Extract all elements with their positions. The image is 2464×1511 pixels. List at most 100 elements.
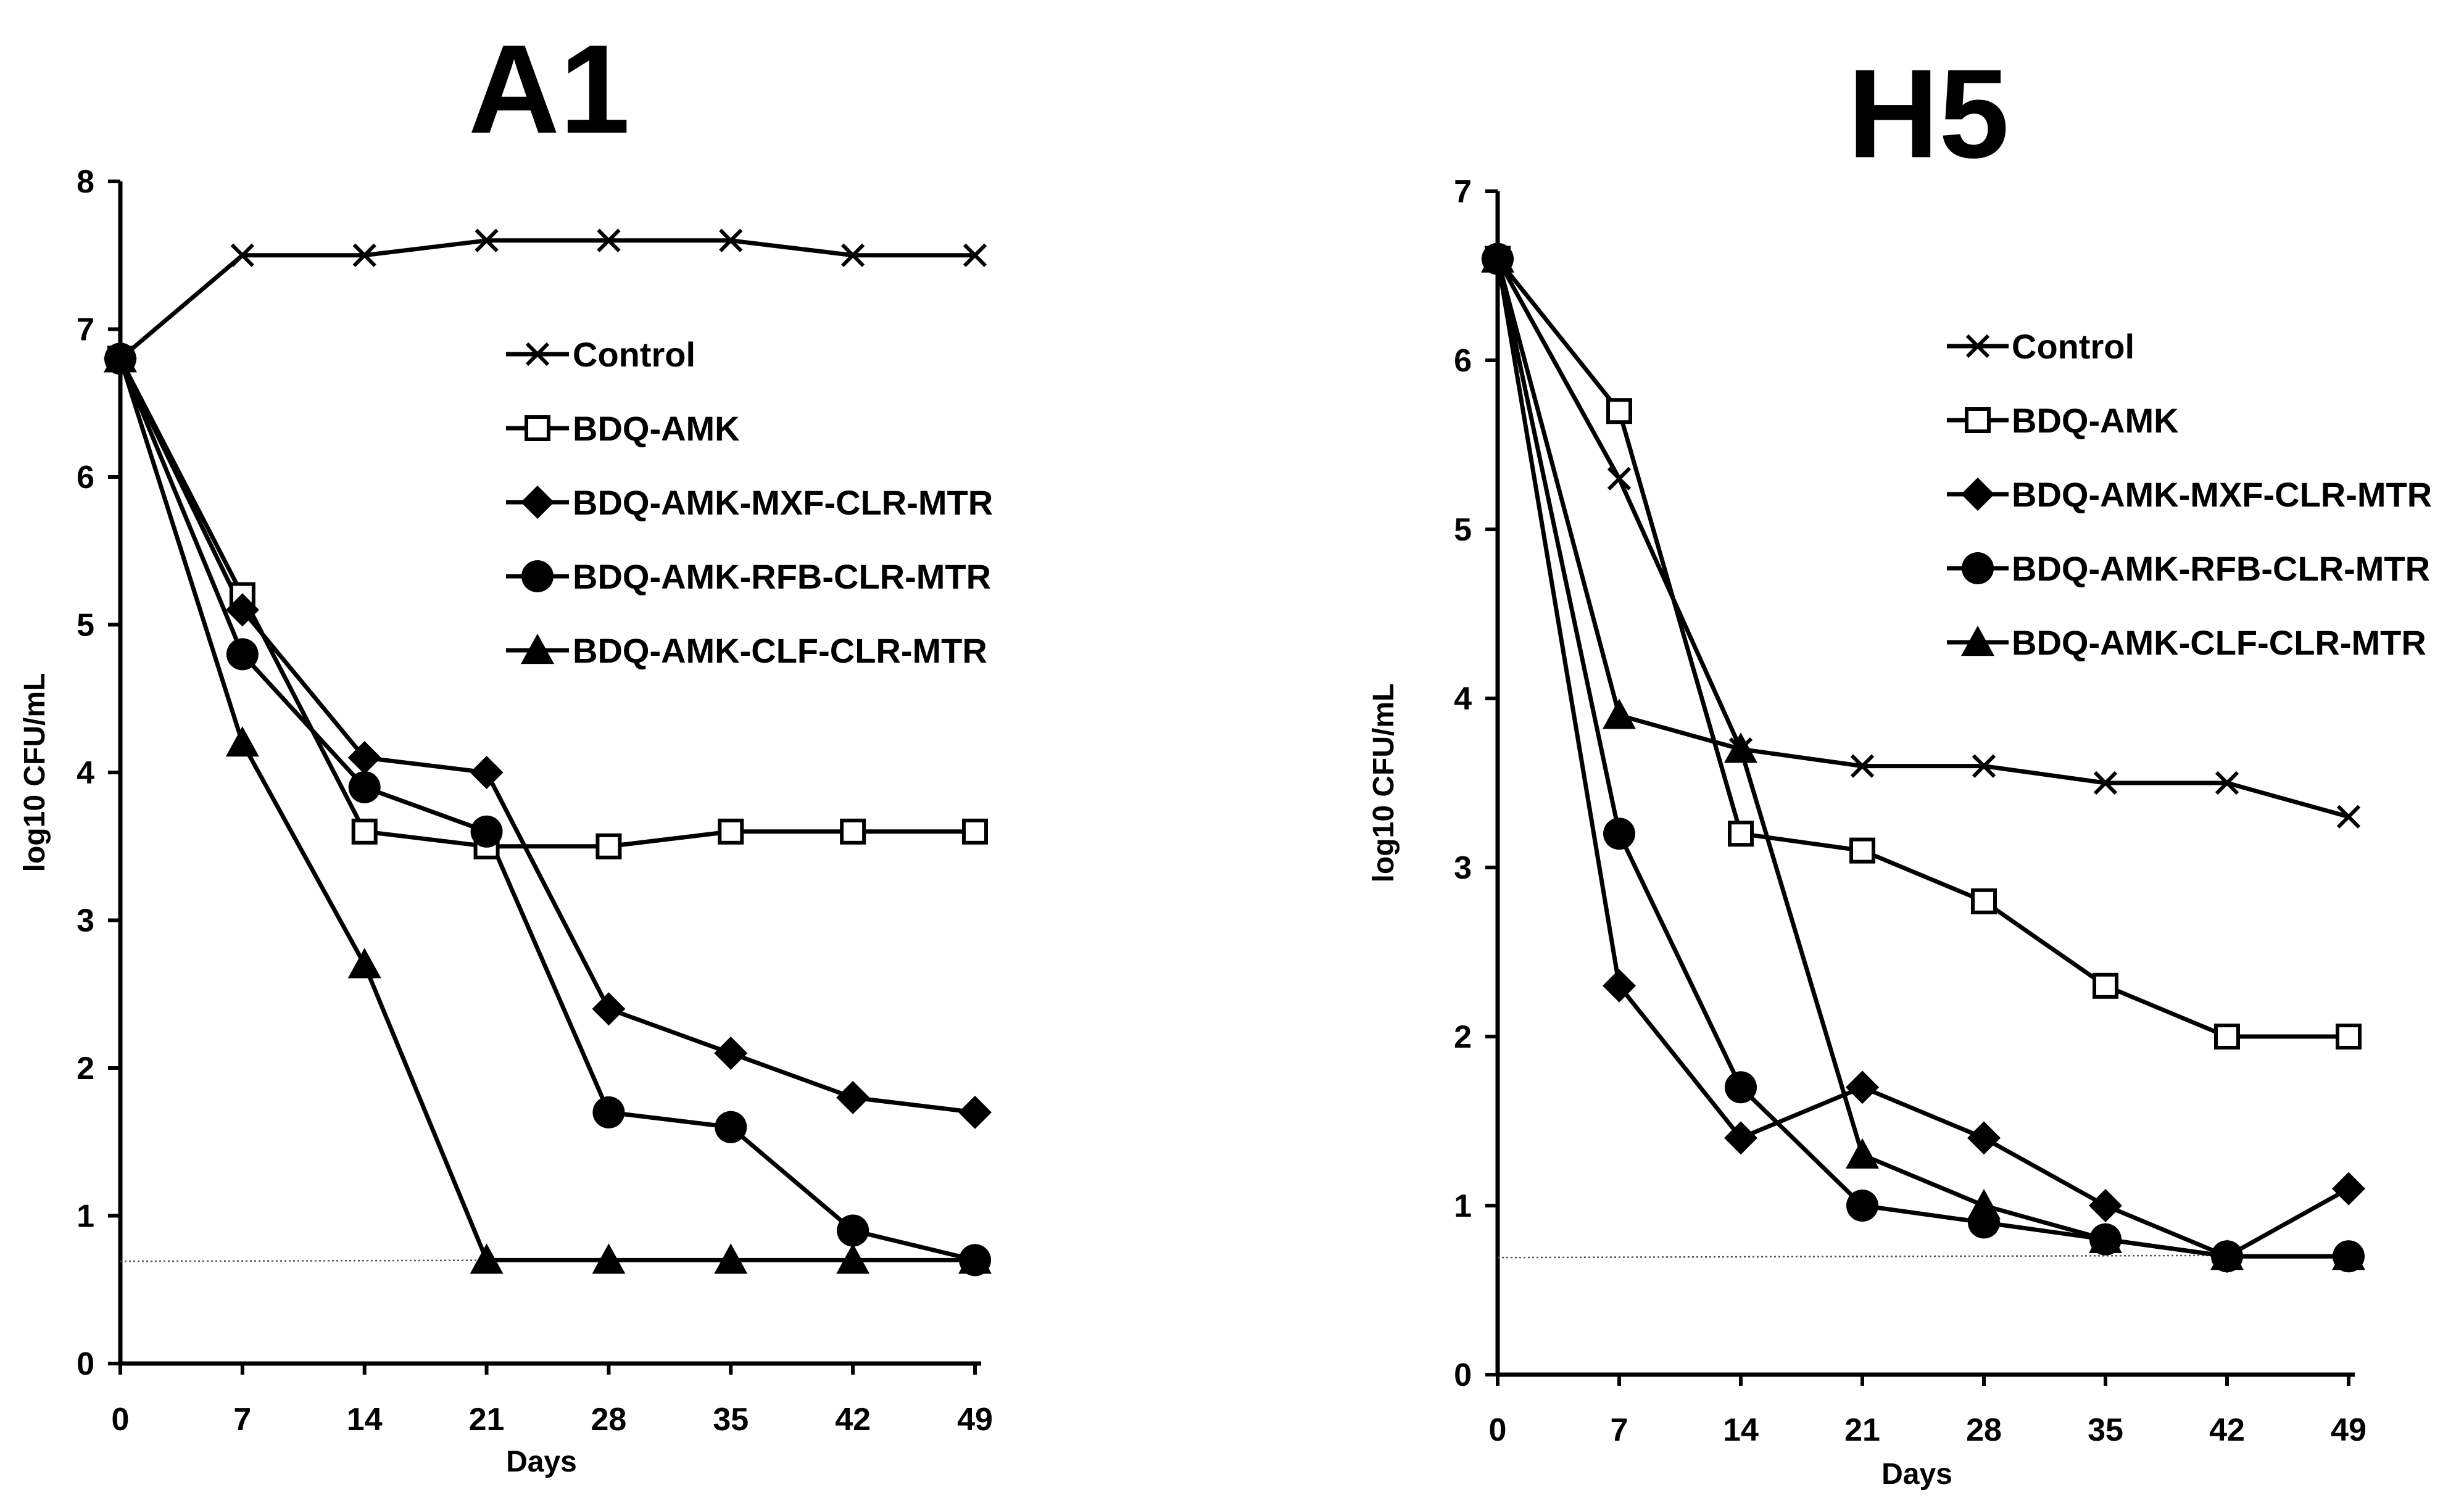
x-tick-label: 14: [1723, 1412, 1759, 1448]
legend-label: BDQ-AMK-MXF-CLR-MTR: [2012, 475, 2432, 514]
data-point-diamond: [347, 741, 381, 775]
x-tick-label: 35: [2088, 1412, 2123, 1448]
legend-marker-triangle: [1961, 626, 1994, 656]
data-point-diamond: [836, 1080, 870, 1114]
data-point-triangle: [225, 726, 259, 757]
data-point-triangle: [104, 342, 137, 373]
data-point-diamond: [958, 1095, 992, 1129]
data-point-triangle: [592, 1243, 626, 1274]
data-point-circle: [837, 1214, 869, 1247]
legend: Control BDQ-AMK BDQ-AMK-MXF-CLR-MTR BDQ-AMK…: [1947, 327, 2432, 662]
chart-title: A1: [468, 19, 630, 160]
x-tick-label: 28: [591, 1402, 627, 1438]
series-line-diamond: [118, 357, 976, 1115]
legend-label: BDQ-AMK-MXF-CLR-MTR: [573, 483, 993, 522]
y-tick-label: 7: [77, 312, 94, 348]
series-line-triangle: [118, 358, 975, 1262]
x-axis-label: Days: [506, 1446, 577, 1478]
y-tick-label: 6: [77, 460, 94, 495]
data-point-x: [352, 243, 376, 267]
data-point-circle: [226, 638, 259, 671]
data-point-diamond: [1724, 1121, 1757, 1155]
data-point-triangle: [1603, 698, 1636, 729]
chart-panel-h5: H5 0 1 2 3 4 5 6 7 0 7 14 21 28 35 42 49 Days log10 CFU/mL…: [1367, 43, 2432, 1491]
data-point-open-square: [840, 818, 866, 845]
x-tick-label: 42: [2209, 1412, 2245, 1448]
data-point-open-square: [1728, 821, 1754, 847]
x-tick-label: 14: [347, 1402, 383, 1438]
series-line-open-square: [1496, 257, 2349, 1039]
x-tick-label: 21: [469, 1402, 505, 1438]
data-point-triangle: [347, 948, 381, 979]
data-point-x: [2336, 805, 2361, 829]
legend-label: BDQ-AMK-CLF-CLR-MTR: [573, 631, 987, 670]
series-line-x: [118, 238, 975, 361]
series-line-circle: [118, 358, 976, 1262]
x-tick-label: 28: [1966, 1412, 2002, 1448]
series-line-x: [1495, 257, 2349, 819]
legend-label: Control: [2012, 327, 2134, 366]
y-tick-label: 0: [1454, 1357, 1472, 1393]
data-point-x: [1972, 754, 1996, 778]
data-point-open-square: [1849, 837, 1875, 864]
x-tick-label: 49: [2331, 1412, 2367, 1448]
data-point-circle: [592, 1096, 625, 1128]
data-point-triangle: [2332, 1240, 2365, 1270]
y-tick-label: 3: [1454, 850, 1472, 886]
legend-marker-circle: [521, 560, 554, 592]
data-point-triangle: [470, 1243, 504, 1274]
data-point-triangle: [1481, 242, 1514, 273]
chart-panel-a1: A1 0 1 2 3 4 5 6 7 8 0 7 14 21 28 35 42 49 Days log10 CFU/m…: [19, 19, 993, 1478]
chart-title: H5: [1848, 43, 2009, 184]
data-point-triangle: [1967, 1189, 2001, 1220]
x-axis-label: Days: [1881, 1458, 1952, 1491]
y-tick-label: 1: [1454, 1188, 1472, 1224]
data-point-diamond: [592, 992, 626, 1026]
data-point-x: [841, 243, 865, 267]
legend-label: BDQ-AMK: [573, 409, 740, 448]
data-point-circle: [715, 1111, 747, 1143]
data-point-open-square: [718, 818, 744, 845]
data-point-triangle: [1724, 732, 1757, 763]
data-point-diamond: [714, 1037, 748, 1070]
data-point-diamond: [470, 756, 504, 789]
legend-marker-triangle: [521, 634, 554, 664]
y-tick-label: 2: [1454, 1019, 1472, 1055]
data-point-diamond: [2089, 1189, 2122, 1222]
data-point-diamond: [2332, 1172, 2365, 1206]
y-axis-label: log10 CFU/mL: [1367, 684, 1400, 883]
data-point-open-square: [1971, 888, 1997, 914]
x-tick-label: 49: [957, 1402, 993, 1438]
x-tick-label: 35: [713, 1402, 749, 1438]
data-point-open-square: [2336, 1024, 2362, 1049]
data-point-triangle: [2210, 1240, 2244, 1270]
y-tick-label: 7: [1454, 174, 1472, 210]
x-tick-label: 0: [1489, 1412, 1507, 1448]
data-point-circle: [348, 771, 381, 803]
data-point-triangle: [836, 1243, 870, 1274]
y-tick-label: 1: [77, 1199, 94, 1235]
data-point-diamond: [225, 593, 259, 627]
x-tick-label: 0: [112, 1402, 130, 1438]
data-point-open-square: [1606, 398, 1632, 424]
legend-marker-open-square: [525, 415, 550, 441]
x-tick-label: 7: [1611, 1412, 1628, 1448]
legend-label: BDQ-AMK-CLF-CLR-MTR: [2012, 623, 2426, 662]
legend-marker-x: [1965, 334, 1990, 358]
legend-marker-circle: [1962, 552, 1994, 584]
data-point-circle: [1603, 818, 1635, 850]
x-tick-label: 7: [233, 1402, 251, 1438]
legend-marker-x: [525, 342, 550, 366]
data-point-circle: [1725, 1071, 1757, 1104]
legend-marker-diamond: [1961, 478, 1994, 511]
data-point-x: [1850, 754, 1875, 778]
data-point-circle: [470, 815, 503, 848]
data-point-circle: [1846, 1190, 1878, 1222]
y-tick-label: 5: [77, 608, 94, 644]
data-point-diamond: [1846, 1070, 1879, 1104]
legend-label: Control: [573, 335, 695, 374]
data-point-open-square: [351, 818, 378, 845]
data-point-diamond: [1967, 1121, 2001, 1155]
y-tick-label: 3: [77, 903, 94, 939]
